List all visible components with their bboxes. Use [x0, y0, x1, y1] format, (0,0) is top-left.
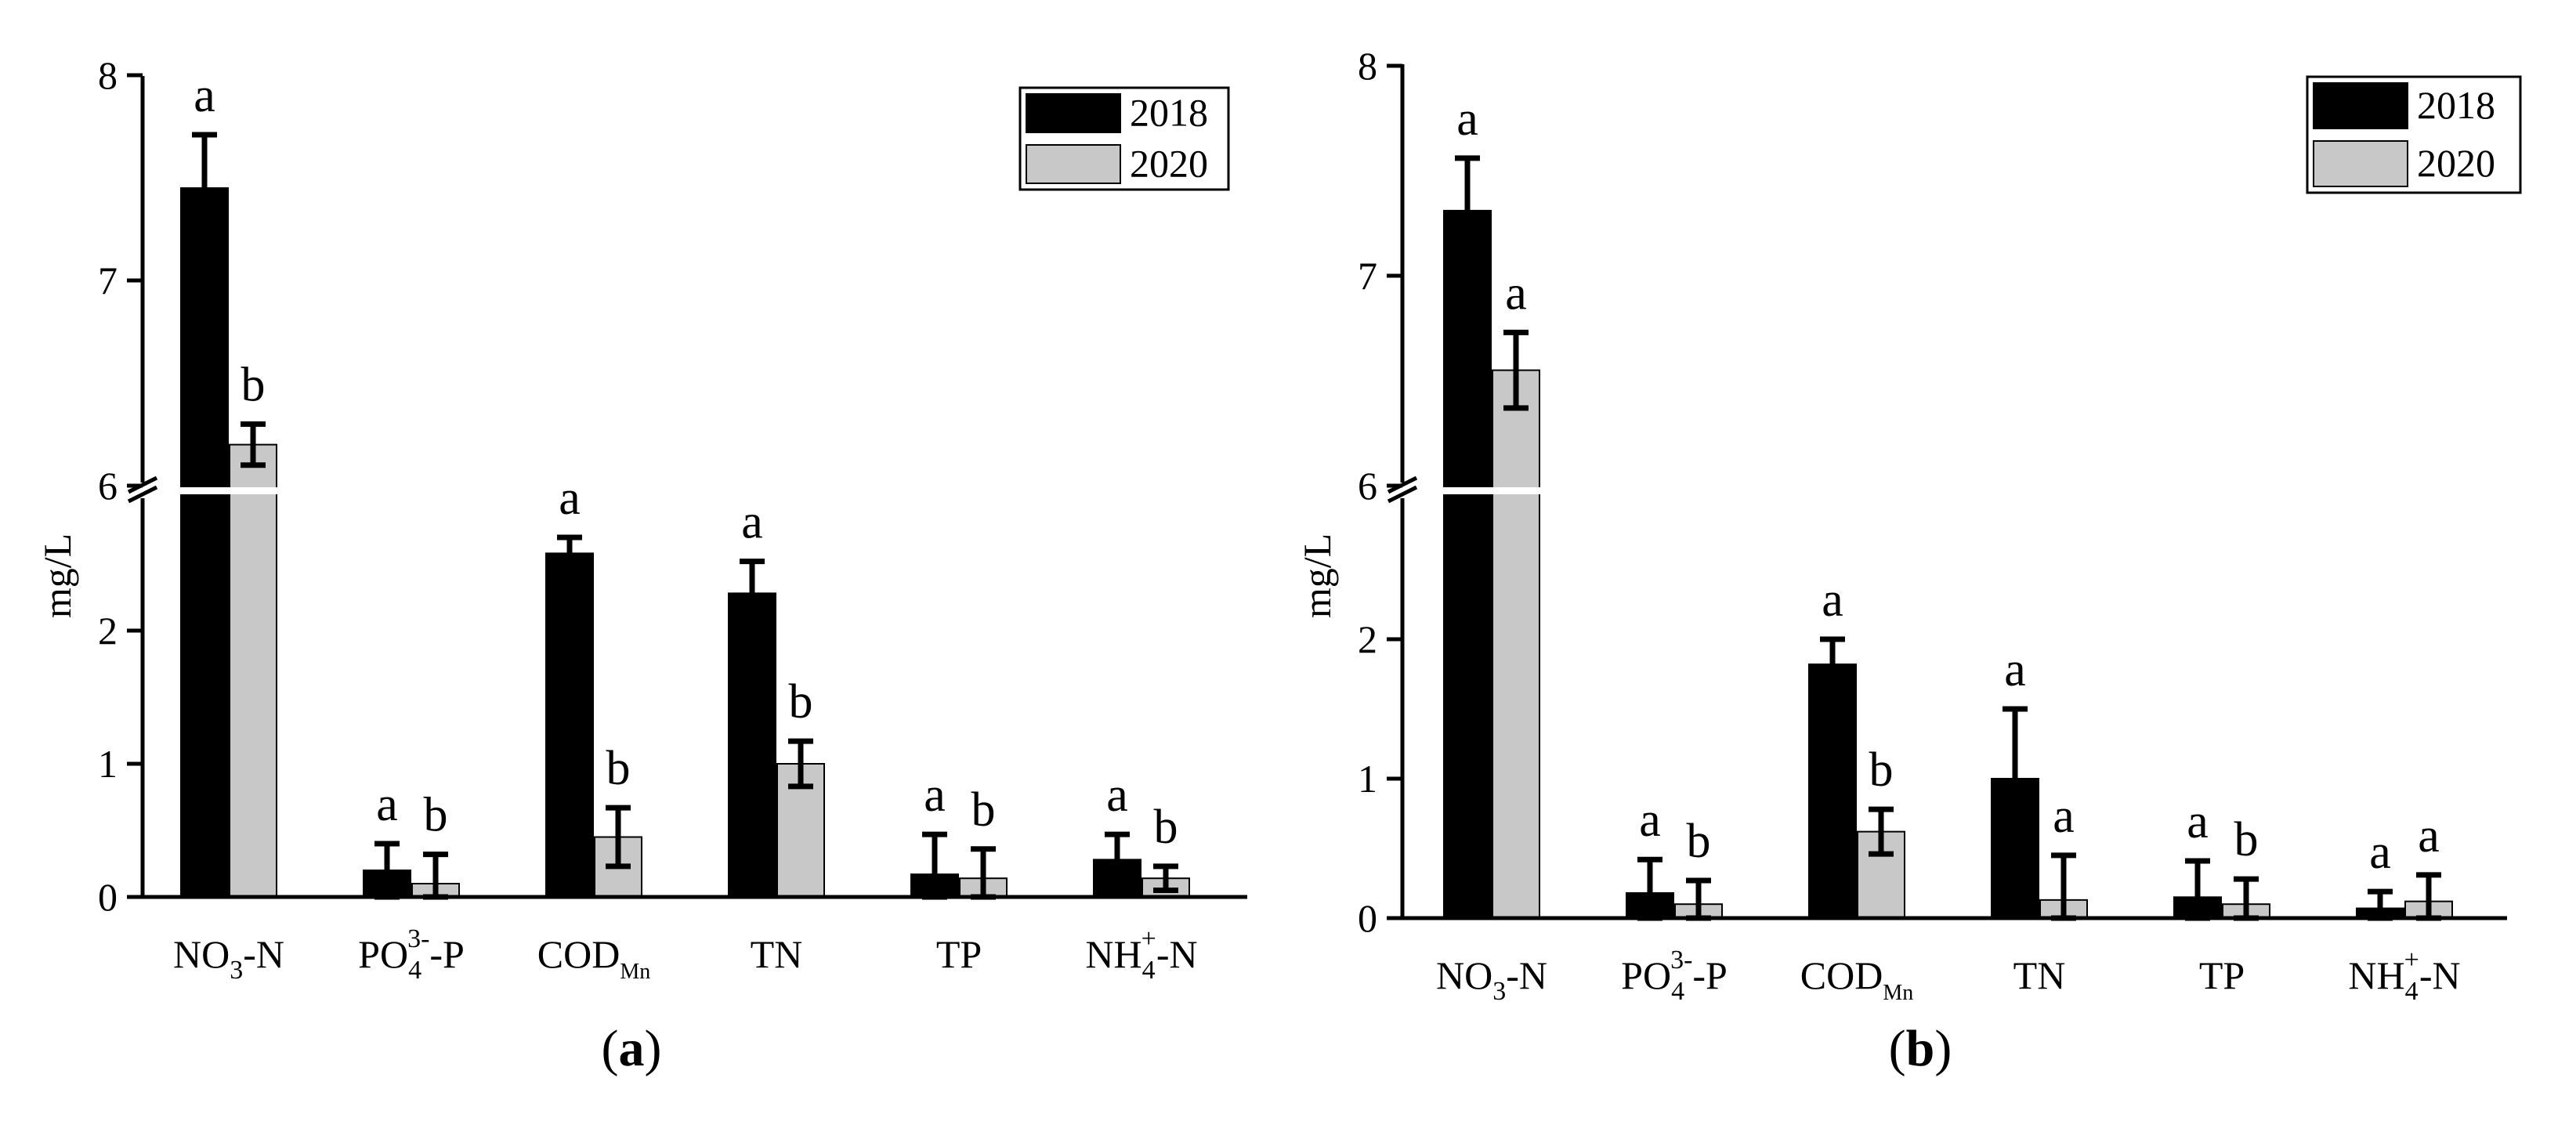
- x-tick-label: TN: [2013, 953, 2066, 997]
- significance-letter: a: [2004, 643, 2026, 696]
- x-tick-label: TP: [936, 932, 982, 976]
- bar-2020: [1492, 369, 1540, 920]
- panel-label: (a): [602, 1020, 662, 1077]
- legend-label: 2018: [1130, 91, 1208, 135]
- bar-2018: [180, 187, 229, 899]
- significance-letter: b: [1154, 801, 1178, 854]
- x-tick-label: NO3-N: [1436, 953, 1547, 1006]
- x-tick-label: PO43--P: [358, 924, 465, 985]
- significance-letter: a: [741, 496, 763, 549]
- y-tick-label: 7: [1358, 254, 1377, 298]
- x-tick-label: CODMn: [1800, 953, 1913, 1005]
- legend-label: 2020: [1130, 142, 1208, 186]
- bar-2020: [229, 443, 277, 898]
- significance-letter: b: [2234, 813, 2259, 866]
- significance-letter: a: [2418, 809, 2440, 862]
- y-tick-label: 2: [1358, 617, 1377, 661]
- legend-swatch: [2313, 140, 2408, 187]
- axis-break-mark: [1387, 485, 1418, 504]
- x-tick-label: TP: [2199, 953, 2245, 997]
- x-tick-label: CODMn: [537, 932, 650, 984]
- legend-label: 2020: [2417, 141, 2495, 185]
- y-tick-label: 0: [1358, 896, 1377, 940]
- bar-2018: [545, 552, 594, 899]
- significance-letter: a: [559, 472, 581, 525]
- significance-letter: a: [1456, 92, 1478, 146]
- x-tick-label: PO43--P: [1621, 946, 1728, 1006]
- significance-letter: a: [1639, 794, 1661, 847]
- y-tick-label: 2: [98, 609, 118, 653]
- x-tick-label: NH4+-N: [1085, 924, 1197, 985]
- y-tick-label: 7: [98, 259, 118, 302]
- x-tick-label: NO3-N: [173, 932, 284, 985]
- y-axis-title: mg/L: [1295, 533, 1339, 618]
- significance-letter: a: [2053, 790, 2075, 843]
- legend-swatch: [1026, 144, 1121, 184]
- significance-letter: a: [2369, 826, 2391, 879]
- y-tick-label: 6: [1358, 464, 1377, 508]
- significance-letter: a: [376, 778, 398, 831]
- bar-2018: [1808, 664, 1857, 919]
- panel-label: (b): [1889, 1020, 1952, 1077]
- axis-break-mark: [127, 485, 158, 504]
- significance-letter: a: [1505, 266, 1527, 320]
- y-tick-label: 8: [1358, 44, 1377, 88]
- y-tick-label: 6: [98, 464, 118, 508]
- legend-swatch: [1026, 93, 1121, 133]
- significance-letter: a: [2187, 795, 2209, 848]
- significance-letter: b: [971, 783, 996, 837]
- significance-letter: a: [194, 69, 215, 122]
- significance-letter: b: [1687, 815, 1711, 868]
- y-tick-label: 8: [98, 53, 118, 97]
- significance-letter: a: [924, 768, 946, 822]
- legend-label: 2018: [2417, 83, 2495, 127]
- significance-letter: a: [1106, 768, 1128, 822]
- bar-2018: [728, 592, 776, 899]
- significance-letter: b: [241, 358, 266, 411]
- legend-swatch: [2313, 82, 2408, 129]
- axis-break-gap: [1387, 487, 1669, 494]
- x-tick-label: TN: [751, 932, 803, 976]
- significance-letter: b: [606, 742, 631, 795]
- x-tick-label: NH4+-N: [2348, 946, 2460, 1006]
- significance-letter: b: [1869, 743, 1894, 797]
- y-tick-label: 1: [98, 742, 118, 786]
- y-tick-label: 0: [98, 875, 118, 919]
- bar-2018: [1443, 209, 1492, 920]
- axis-break-gap: [127, 487, 409, 494]
- significance-letter: a: [1822, 573, 1843, 627]
- significance-letter: b: [789, 675, 813, 729]
- significance-letter: b: [424, 789, 448, 842]
- y-axis-title: mg/L: [35, 533, 79, 618]
- y-tick-label: 1: [1358, 757, 1377, 801]
